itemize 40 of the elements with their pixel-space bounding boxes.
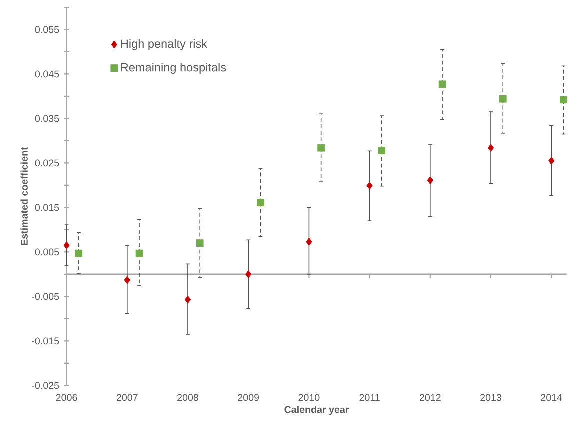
y-axis-title: Estimated coefficient bbox=[20, 147, 28, 246]
x-tick-label: 2013 bbox=[480, 394, 502, 402]
x-tick-label: 2010 bbox=[298, 394, 320, 402]
y-tick-label: 0.035 bbox=[35, 115, 60, 122]
x-tick-label: 2009 bbox=[238, 394, 260, 402]
y-tick-label: -0.015 bbox=[32, 338, 60, 345]
point bbox=[548, 156, 555, 165]
point bbox=[488, 144, 494, 152]
y-tick-label: 0.025 bbox=[35, 160, 60, 167]
x-tick-label: 2007 bbox=[116, 394, 138, 402]
point bbox=[136, 250, 144, 258]
legend-label: High penalty risk bbox=[121, 39, 208, 50]
point bbox=[560, 96, 568, 104]
x-tick-label: 2014 bbox=[541, 394, 562, 402]
y-tick-label: 0.005 bbox=[35, 248, 60, 256]
point bbox=[366, 182, 373, 190]
point bbox=[499, 95, 507, 103]
point bbox=[124, 276, 130, 284]
point bbox=[378, 146, 386, 154]
legend-label: Remaining hospitals bbox=[121, 62, 226, 74]
point bbox=[306, 238, 312, 246]
point bbox=[75, 250, 83, 258]
point bbox=[257, 199, 264, 206]
point bbox=[427, 176, 434, 184]
point bbox=[196, 239, 204, 247]
y-tick-label: 0.045 bbox=[35, 70, 60, 78]
x-tick-label: 2006 bbox=[56, 394, 78, 402]
y-tick-label: -0.005 bbox=[32, 293, 60, 300]
point bbox=[438, 80, 446, 88]
x-axis-title: Calendar year bbox=[284, 406, 350, 416]
x-tick-label: 2011 bbox=[360, 394, 380, 402]
y-tick-label: 0.015 bbox=[35, 204, 60, 212]
point bbox=[246, 270, 252, 278]
point bbox=[64, 241, 70, 250]
point bbox=[318, 144, 325, 152]
x-tick-label: 2008 bbox=[178, 394, 198, 402]
x-tick-label: 2012 bbox=[420, 394, 441, 402]
y-tick-label: -0.025 bbox=[32, 382, 60, 390]
point bbox=[184, 296, 192, 304]
y-tick-label: 0.055 bbox=[35, 26, 60, 34]
